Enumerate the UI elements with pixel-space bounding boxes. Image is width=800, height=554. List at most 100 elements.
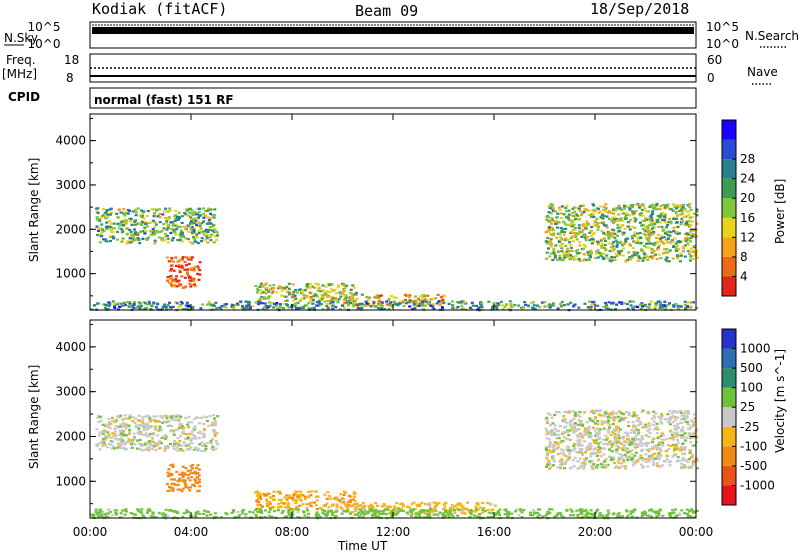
- power-echo-cell: [331, 289, 335, 292]
- velocity-echo-cell: [641, 426, 645, 429]
- velocity-echo-cell: [171, 489, 175, 492]
- power-echo-cell: [600, 229, 604, 233]
- velocity-echo-cell: [617, 462, 621, 465]
- velocity-echo-cell: [205, 514, 209, 517]
- power-echo-cell: [572, 304, 576, 307]
- velocity-echo-cell: [427, 513, 431, 516]
- power-echo-cell: [412, 304, 416, 307]
- power-echo-cell: [224, 306, 228, 309]
- velocity-echo-cell: [289, 508, 293, 511]
- nave-tick-top: 60: [707, 53, 722, 67]
- power-echo-cell: [165, 256, 169, 259]
- velocity-echo-cell: [597, 437, 601, 440]
- power-echo-cell: [667, 302, 671, 305]
- velocity-echo-cell: [346, 501, 350, 504]
- velocity-echo-cell: [296, 516, 300, 519]
- velocity-echo-cell: [195, 512, 198, 515]
- power-echo-cell: [418, 302, 422, 305]
- velocity-echo-cell: [106, 516, 110, 519]
- velocity-echo-cell: [151, 437, 155, 440]
- power-colorbar-tick-label: 12: [740, 230, 755, 244]
- power-echo-cell: [692, 229, 695, 232]
- velocity-echo-cell: [109, 436, 113, 439]
- velocity-echo-cell: [165, 415, 169, 418]
- power-echo-cell: [496, 302, 500, 305]
- velocity-echo-cell: [633, 436, 637, 439]
- velocity-echo-cell: [577, 442, 581, 445]
- velocity-echo-cell: [268, 500, 272, 504]
- freq-label-1: Freq.: [6, 53, 36, 67]
- power-echo-cell: [267, 305, 271, 308]
- power-echo-cell: [152, 215, 156, 218]
- power-echo-cell: [134, 208, 138, 211]
- velocity-echo-cell: [272, 510, 276, 513]
- velocity-echo-cell: [153, 418, 157, 421]
- velocity-echo-cell: [212, 431, 216, 434]
- power-echo-cell: [612, 212, 615, 215]
- power-echo-cell: [305, 284, 309, 287]
- velocity-echo-cell: [613, 436, 617, 439]
- velocity-echo-cell: [687, 432, 691, 435]
- velocity-echo-cell: [624, 467, 628, 470]
- velocity-echo-cell: [583, 429, 587, 433]
- power-echo-cell: [648, 307, 652, 310]
- velocity-echo-cell: [367, 505, 371, 508]
- velocity-echo-cell: [616, 445, 620, 448]
- power-echo-cell: [325, 290, 329, 293]
- velocity-echo-cell: [621, 413, 625, 416]
- power-echo-cell: [546, 242, 550, 245]
- velocity-echo-cell: [498, 508, 502, 511]
- velocity-echo-cell: [184, 485, 188, 488]
- velocity-echo-cell: [661, 441, 665, 444]
- power-echo-cell: [658, 216, 662, 219]
- velocity-echo-cell: [182, 430, 185, 433]
- power-echo-cell: [120, 228, 124, 231]
- velocity-echo-cell: [103, 513, 107, 516]
- power-echo-cell: [143, 221, 147, 224]
- velocity-echo-cell: [202, 432, 206, 436]
- velocity-echo-cell: [124, 508, 128, 511]
- power-echo-cell: [132, 302, 136, 306]
- power-echo-cell: [552, 247, 556, 250]
- velocity-echo-cell: [151, 512, 155, 515]
- power-echo-cell: [189, 285, 193, 288]
- power-echo-cell: [183, 268, 187, 271]
- power-echo-cell: [588, 307, 592, 310]
- velocity-echo-cell: [596, 508, 600, 511]
- velocity-echo-cell: [204, 445, 208, 448]
- velocity-echo-cell: [580, 447, 584, 451]
- power-echo-cell: [173, 280, 177, 283]
- velocity-echo-cell: [594, 434, 598, 437]
- velocity-echo-cell: [655, 462, 659, 465]
- velocity-echo-cell: [280, 511, 284, 514]
- power-echo-cell: [326, 295, 330, 298]
- power-echo-cell: [661, 212, 665, 215]
- power-echo-cell: [179, 233, 183, 237]
- velocity-echo-cell: [165, 483, 169, 486]
- power-echo-cell: [194, 219, 198, 222]
- power-echo-cell: [566, 247, 569, 250]
- velocity-echo-cell: [617, 466, 621, 469]
- velocity-echo-cell: [615, 451, 619, 454]
- velocity-echo-cell: [683, 458, 687, 461]
- power-echo-cell: [470, 301, 474, 304]
- velocity-echo-cell: [601, 421, 605, 424]
- power-echo-cell: [112, 222, 116, 225]
- velocity-echo-cell: [199, 449, 203, 452]
- power-echo-cell: [383, 308, 387, 311]
- power-echo-cell: [524, 303, 528, 306]
- power-echo-cell: [264, 292, 268, 295]
- power-echo-cell: [662, 242, 666, 245]
- power-echo-cell: [564, 210, 568, 213]
- velocity-echo-cell: [101, 432, 105, 435]
- velocity-echo-cell: [450, 513, 453, 516]
- power-echo-cell: [686, 238, 690, 241]
- velocity-echo-cell: [547, 459, 551, 462]
- velocity-echo-cell: [395, 509, 399, 512]
- velocity-echo-cell: [296, 495, 300, 498]
- velocity-echo-cell: [306, 509, 310, 512]
- power-echo-cell: [328, 302, 332, 305]
- power-echo-cell: [150, 304, 154, 307]
- velocity-echo-cell: [613, 466, 617, 469]
- power-echo-cell: [320, 297, 324, 300]
